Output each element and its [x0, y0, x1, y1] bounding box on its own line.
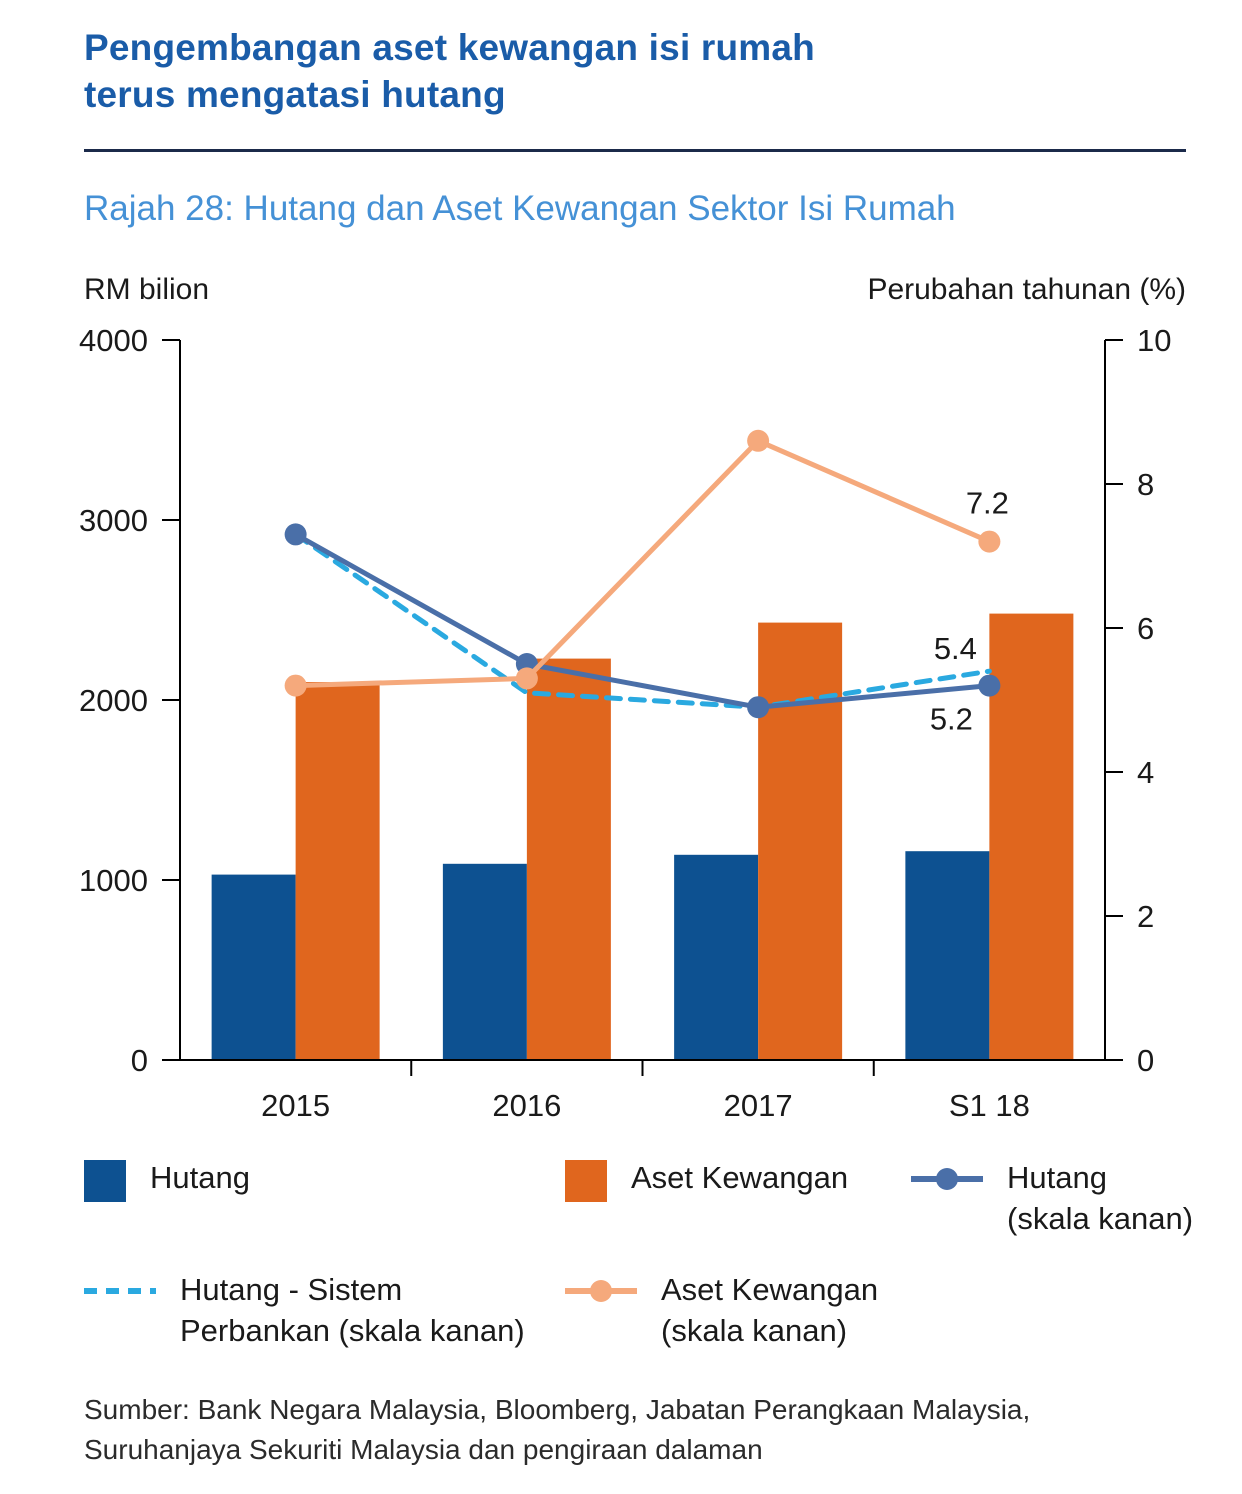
- source-note: Sumber: Bank Negara Malaysia, Bloomberg,…: [0, 1390, 1242, 1471]
- x-axis-category-label: 2017: [724, 1088, 793, 1123]
- legend-item-hutang: Hutang: [84, 1158, 565, 1240]
- bar-hutang-2017: [674, 855, 759, 1061]
- line-hutang-skala-kanan-: [293, 532, 992, 710]
- left-axis-tick-label: 2000: [79, 683, 148, 718]
- chart-area: 0 1000 2000 3000 4000 0 2 4 6 8 10 2015 2016 2017 S1 1…: [0, 317, 1242, 1134]
- legend-label: Hutang (skala kanan): [1007, 1160, 1194, 1237]
- right-axis-tick-label: 0: [1137, 1043, 1154, 1078]
- bar-hutang-2015: [211, 874, 296, 1061]
- left-axis-unit-label: RM bilion: [84, 273, 210, 307]
- legend-label: Aset Kewangan: [631, 1160, 849, 1196]
- line-aset-kewangan-skala-kanan-: [293, 438, 992, 689]
- x-axis-category-label: S1 18: [949, 1088, 1030, 1123]
- legend-item-aset-kewangan: Aset Kewangan: [565, 1158, 911, 1240]
- legend-row-1: Hutang Aset Kewangan Hutang (skala kanan): [0, 1158, 1242, 1240]
- legend-row-2: Hutang - Sistem Perbankan (skala kanan) As…: [0, 1270, 1242, 1352]
- marker-hutang-skala-kanan--2015: [284, 523, 307, 546]
- left-axis-tick-label: 0: [131, 1043, 148, 1078]
- legend-swatch-dashed-line: [84, 1278, 156, 1309]
- x-axis-category-label: 2016: [492, 1088, 561, 1123]
- title-block: Pengembangan aset kewangan isi rumah ter…: [0, 24, 1242, 119]
- data-label: 7.2: [966, 486, 1009, 521]
- right-axis-tick-label: 6: [1137, 611, 1154, 646]
- legend-swatch-square: [565, 1160, 607, 1207]
- x-axis-category-label: 2015: [261, 1088, 330, 1123]
- legend: Hutang Aset Kewangan Hutang (skala kanan) H…: [0, 1158, 1242, 1352]
- bar-aset-kewangan-2017: [758, 622, 843, 1061]
- right-axis-tick-label: 2: [1137, 899, 1154, 934]
- left-axis-tick-label: 4000: [79, 323, 148, 358]
- legend-item-aset-kewangan: Aset Kewangan (skala kanan): [565, 1270, 911, 1352]
- axis-unit-row: RM bilion Perubahan tahunan (%): [0, 273, 1242, 307]
- source-note-line2: Suruhanjaya Sekuriti Malaysia dan pengir…: [84, 1434, 763, 1466]
- data-label: 5.2: [930, 702, 973, 737]
- legend-swatch-line-marker: [911, 1166, 983, 1197]
- figure-title: Rajah 28: Hutang dan Aset Kewangan Sekto…: [84, 188, 956, 228]
- page-title-line2: terus mengatasi hutang: [84, 74, 506, 116]
- marker-aset-kewangan-skala-kanan--2016: [515, 667, 538, 690]
- left-axis-tick-label: 3000: [79, 503, 148, 538]
- title-divider: [84, 148, 1186, 152]
- left-axis-tick-label: 1000: [79, 863, 148, 898]
- bar-hutang-S1-18: [905, 851, 990, 1061]
- data-label: 5.4: [934, 631, 977, 666]
- right-axis-unit-label: Perubahan tahunan (%): [867, 273, 1186, 307]
- right-axis-tick-label: 8: [1137, 467, 1154, 502]
- marker-aset-kewangan-skala-kanan--S1-18: [978, 530, 1001, 553]
- marker-aset-kewangan-skala-kanan--2015: [284, 674, 307, 697]
- legend-label: Aset Kewangan (skala kanan): [661, 1272, 879, 1348]
- legend-label: Hutang - Sistem Perbankan (skala kanan): [180, 1272, 525, 1348]
- legend-swatch-square: [84, 1160, 126, 1207]
- source-note-line1: Sumber: Bank Negara Malaysia, Bloomberg,…: [84, 1393, 1031, 1425]
- legend-item-hutang: Hutang (skala kanan): [911, 1158, 1202, 1240]
- right-axis-tick-label: 4: [1137, 755, 1154, 790]
- line-hutang-sistem-perbankan-skala-kanan-: [293, 532, 992, 710]
- legend-label: Hutang: [150, 1160, 250, 1196]
- bar-aset-kewangan-2016: [526, 658, 611, 1061]
- chart-canvas: 0 1000 2000 3000 4000 0 2 4 6 8 10 2015 2016 2017 S1 1…: [79, 323, 1171, 1123]
- page-title: Pengembangan aset kewangan isi rumah ter…: [84, 24, 1186, 119]
- bar-aset-kewangan-S1-18: [989, 613, 1074, 1061]
- page-title-line1: Pengembangan aset kewangan isi rumah: [84, 27, 815, 68]
- bar-aset-kewangan-2015: [295, 682, 380, 1061]
- marker-hutang-skala-kanan--S1-18: [978, 674, 1001, 697]
- marker-aset-kewangan-skala-kanan--2017: [747, 430, 770, 453]
- marker-hutang-skala-kanan--2017: [747, 696, 770, 719]
- legend-swatch-line-marker: [565, 1278, 637, 1309]
- right-axis-tick-label: 10: [1137, 323, 1171, 358]
- bar-hutang-2016: [442, 864, 527, 1061]
- legend-item-hutang-sistem: Hutang - Sistem Perbankan (skala kanan): [84, 1270, 565, 1352]
